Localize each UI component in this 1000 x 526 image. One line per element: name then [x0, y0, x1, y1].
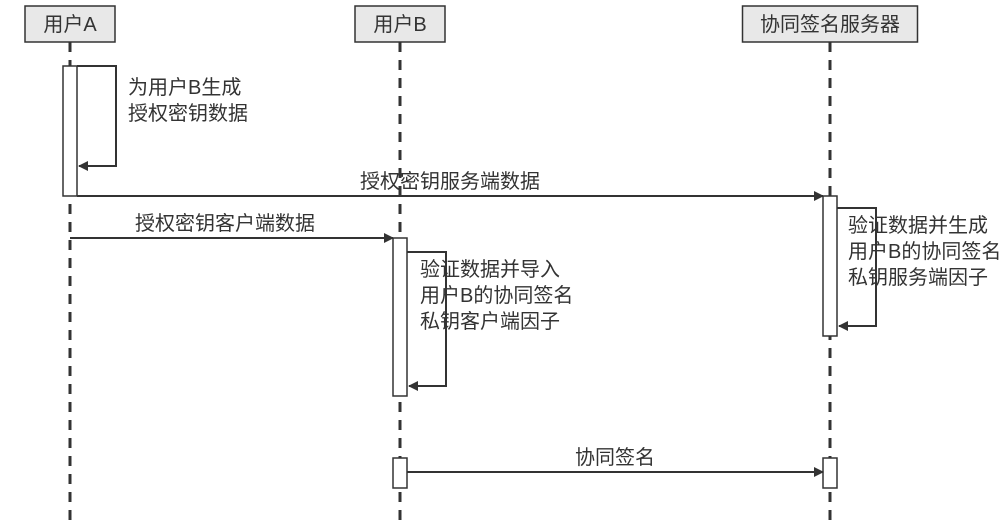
- self-message-1: [77, 66, 116, 166]
- self-message-label-4: 验证数据并生成用户B的协同签名私钥服务端因子: [848, 214, 1000, 289]
- participant-label-server: 协同签名服务器: [760, 13, 900, 36]
- self-message-label-1: 为用户B生成授权密钥数据: [128, 76, 248, 125]
- activation-userB: [393, 238, 407, 396]
- message-label-2: 授权密钥服务端数据: [360, 170, 540, 193]
- participant-label-userB: 用户B: [373, 13, 426, 36]
- activation-server: [823, 196, 837, 336]
- activation-userB: [393, 458, 407, 488]
- participant-label-userA: 用户A: [43, 13, 97, 36]
- activation-userA: [63, 66, 77, 196]
- self-message-label-5: 验证数据并导入用户B的协同签名私钥客户端因子: [420, 258, 573, 333]
- message-label-3: 授权密钥客户端数据: [135, 212, 315, 235]
- sequence-diagram: 用户A 用户B 协同签名服务器为用户B生成授权密钥数据授权密钥服务端数据授权密钥客户…: [0, 0, 1000, 526]
- message-label-6: 协同签名: [575, 446, 655, 469]
- activation-server: [823, 458, 837, 488]
